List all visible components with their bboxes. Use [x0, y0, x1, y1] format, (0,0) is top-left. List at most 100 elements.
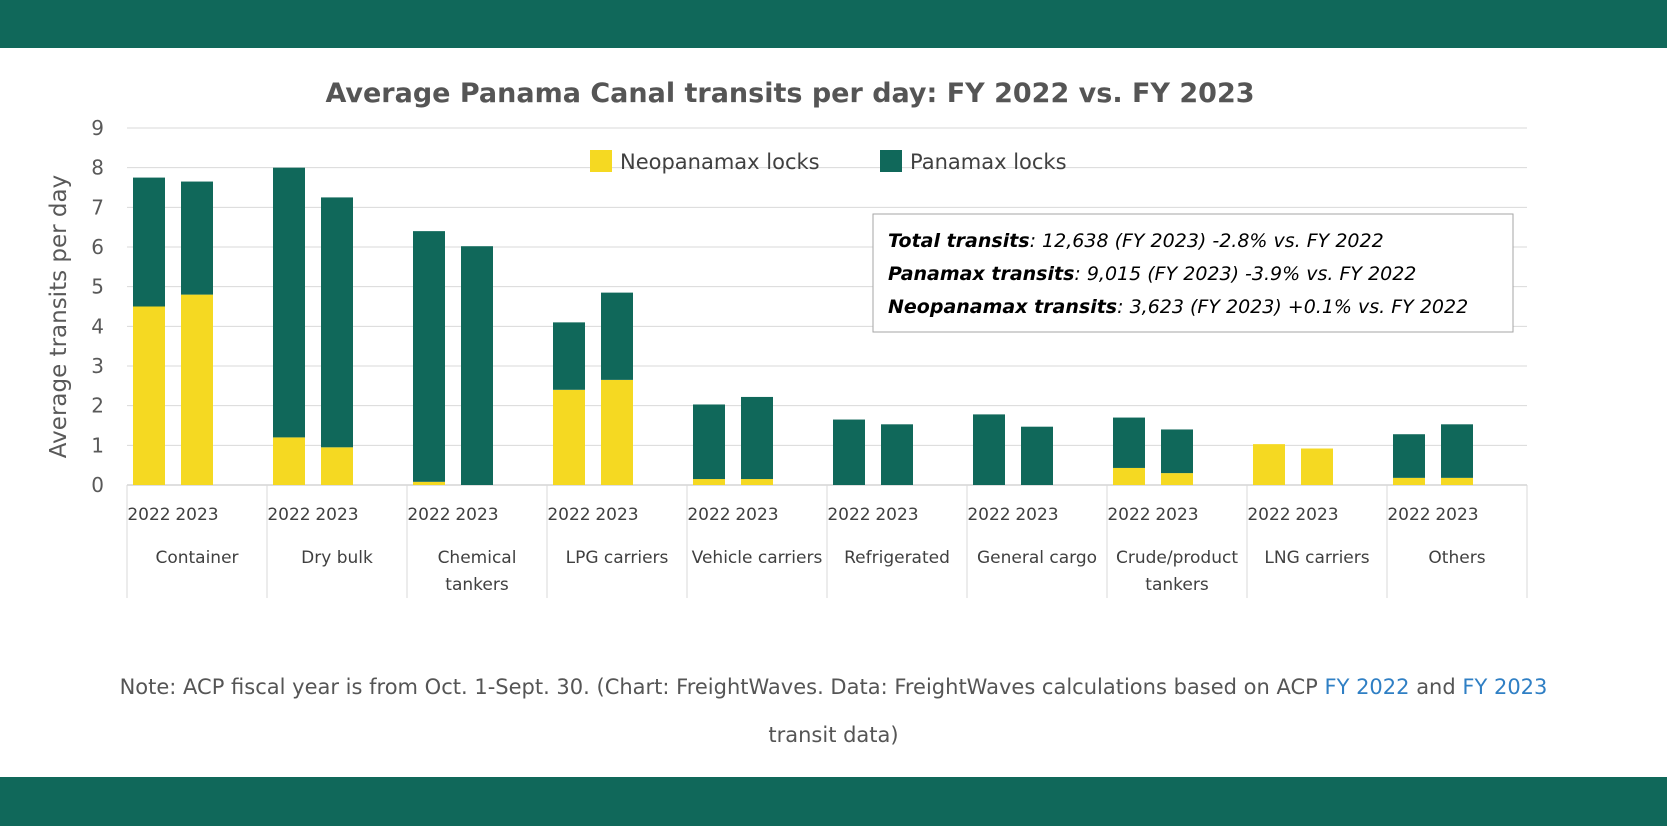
- y-tick-label: 6: [91, 235, 104, 259]
- bar-panamax: [833, 419, 865, 485]
- x-category-label: tankers: [445, 575, 509, 595]
- y-tick-label: 1: [91, 433, 104, 457]
- x-year-label: 2023: [455, 505, 498, 525]
- note-text: Note: ACP fiscal year is from Oct. 1-Sep…: [119, 675, 1325, 699]
- bar-panamax: [461, 246, 493, 485]
- x-year-label: 2023: [1155, 505, 1198, 525]
- x-category-label: Chemical: [438, 548, 517, 568]
- bar-neopanamax: [413, 481, 445, 485]
- annotation-value: : 12,638 (FY 2023) -2.8% vs. FY 2022: [1030, 230, 1384, 252]
- x-year-label: 2022: [967, 505, 1010, 525]
- x-year-label: 2022: [127, 505, 170, 525]
- x-category-label: Crude/product: [1116, 548, 1238, 568]
- bar-panamax: [321, 197, 353, 448]
- legend-swatch: [590, 150, 612, 172]
- x-category-label: LNG carriers: [1264, 548, 1369, 568]
- x-year-label: 2022: [547, 505, 590, 525]
- x-year-label: 2023: [1015, 505, 1058, 525]
- bottom-banner: [0, 777, 1667, 826]
- x-year-label: 2022: [687, 505, 730, 525]
- bar-panamax: [1393, 434, 1425, 478]
- bar-panamax: [133, 177, 165, 307]
- bar-panamax: [413, 231, 445, 482]
- x-category-label: General cargo: [977, 548, 1097, 568]
- annotation-line: Total transits: 12,638 (FY 2023) -2.8% v…: [888, 230, 1384, 252]
- bar-neopanamax: [1253, 444, 1285, 485]
- bar-panamax: [1021, 426, 1053, 485]
- fy2022-link[interactable]: FY 2022: [1324, 675, 1410, 699]
- chart-title: Average Panama Canal transits per day: F…: [325, 78, 1254, 109]
- fy2023-link[interactable]: FY 2023: [1462, 675, 1548, 699]
- bar-panamax: [1113, 417, 1145, 468]
- x-category-label: Refrigerated: [844, 548, 950, 568]
- x-year-label: 2022: [1387, 505, 1430, 525]
- bar-neopanamax: [1441, 477, 1473, 485]
- bar-neopanamax: [1301, 448, 1333, 485]
- bar-panamax: [1441, 424, 1473, 478]
- x-year-label: 2023: [175, 505, 218, 525]
- y-tick-label: 0: [91, 473, 104, 497]
- bar-neopanamax: [693, 479, 725, 485]
- x-category-label: tankers: [1145, 575, 1209, 595]
- x-year-label: 2023: [595, 505, 638, 525]
- legend-label: Neopanamax locks: [620, 150, 820, 174]
- annotation-line: Panamax transits: 9,015 (FY 2023) -3.9% …: [888, 263, 1416, 285]
- x-category-label: Vehicle carriers: [692, 548, 823, 568]
- annotation-label: Panamax transits: [888, 263, 1074, 285]
- x-year-label: 2022: [1107, 505, 1150, 525]
- annotation-label: Total transits: [888, 230, 1030, 252]
- chart-note-line2: transit data): [768, 723, 899, 747]
- bar-panamax: [1161, 429, 1193, 474]
- chart-note: Note: ACP fiscal year is from Oct. 1-Sep…: [40, 664, 1627, 710]
- bar-neopanamax: [553, 389, 585, 485]
- x-category-label: Others: [1428, 548, 1485, 568]
- y-tick-label: 9: [91, 116, 104, 140]
- bar-panamax: [693, 404, 725, 480]
- x-category-label: Container: [155, 548, 238, 568]
- bar-neopanamax: [601, 379, 633, 485]
- x-year-label: 2022: [267, 505, 310, 525]
- bar-panamax: [601, 292, 633, 380]
- bar-neopanamax: [273, 437, 305, 485]
- annotation-value: : 3,623 (FY 2023) +0.1% vs. FY 2022: [1117, 296, 1468, 318]
- x-year-label: 2023: [735, 505, 778, 525]
- y-axis-label: Average transits per day: [46, 175, 72, 458]
- x-category-label: Dry bulk: [301, 548, 373, 568]
- bar-neopanamax: [1113, 467, 1145, 485]
- legend-swatch: [880, 150, 902, 172]
- bar-neopanamax: [1161, 473, 1193, 485]
- bar-neopanamax: [1393, 477, 1425, 485]
- x-year-label: 2023: [1295, 505, 1338, 525]
- legend-label: Panamax locks: [910, 150, 1067, 174]
- top-banner: [0, 0, 1667, 48]
- y-tick-label: 4: [91, 314, 104, 338]
- bar-panamax: [553, 322, 585, 390]
- y-tick-label: 3: [91, 354, 104, 378]
- annotation-line: Neopanamax transits: 3,623 (FY 2023) +0.…: [888, 296, 1468, 318]
- annotation-box: [872, 213, 1514, 333]
- bar-panamax: [973, 414, 1005, 485]
- stacked-bar-chart: Average Panama Canal transits per day: F…: [46, 78, 1528, 598]
- x-year-label: 2022: [1247, 505, 1290, 525]
- x-year-label: 2023: [315, 505, 358, 525]
- bar-panamax: [881, 424, 913, 485]
- bar-neopanamax: [321, 447, 353, 485]
- bar-neopanamax: [741, 479, 773, 485]
- y-tick-label: 5: [91, 275, 104, 299]
- bar-panamax: [741, 396, 773, 480]
- y-tick-label: 2: [91, 394, 104, 418]
- x-year-label: 2023: [1435, 505, 1478, 525]
- y-tick-label: 7: [91, 195, 104, 219]
- bar-neopanamax: [133, 306, 165, 485]
- bar-neopanamax: [181, 294, 213, 485]
- y-tick-label: 8: [91, 156, 104, 180]
- annotation-label: Neopanamax transits: [888, 296, 1117, 318]
- bar-panamax: [181, 181, 213, 295]
- x-category-label: LPG carriers: [566, 548, 669, 568]
- annotation-value: : 9,015 (FY 2023) -3.9% vs. FY 2022: [1074, 263, 1416, 285]
- note-and: and: [1409, 675, 1463, 699]
- x-year-label: 2022: [407, 505, 450, 525]
- x-year-label: 2023: [875, 505, 918, 525]
- bar-panamax: [273, 167, 305, 438]
- x-year-label: 2022: [827, 505, 870, 525]
